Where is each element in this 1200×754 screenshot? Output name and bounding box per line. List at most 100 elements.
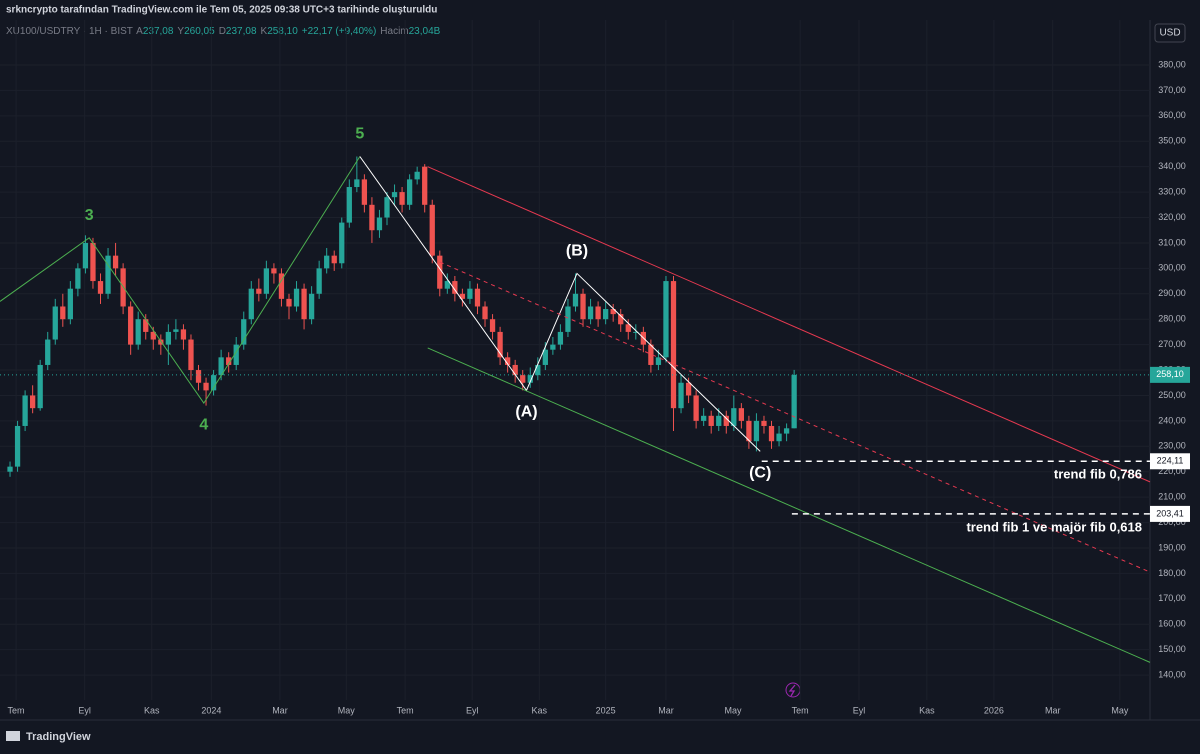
candle-body bbox=[233, 344, 239, 365]
candle-body bbox=[512, 364, 518, 376]
candle-body bbox=[301, 288, 307, 320]
candle-body bbox=[82, 242, 89, 269]
x-tick-label: Eyl bbox=[466, 705, 479, 715]
legend-text: XU100/USDTRY · 1H · BIST A237,08 Y260,05 D2… bbox=[6, 26, 441, 37]
candle-body bbox=[226, 357, 232, 365]
legend-key: A bbox=[136, 26, 143, 37]
candle-body bbox=[603, 309, 609, 320]
candle-body bbox=[391, 192, 398, 198]
x-tick-label: Mar bbox=[658, 705, 674, 715]
candle-body bbox=[316, 268, 322, 294]
x-tick-label: May bbox=[338, 705, 356, 715]
candle-body bbox=[188, 339, 194, 371]
candle-body bbox=[324, 255, 330, 269]
candle-body bbox=[776, 433, 782, 442]
candle-body bbox=[437, 255, 443, 289]
y-tick-label: 360,00 bbox=[1158, 110, 1186, 120]
candle-body bbox=[452, 281, 458, 294]
candle-body bbox=[203, 382, 209, 391]
x-tick-label: Kas bbox=[919, 705, 935, 715]
legend: XU100/USDTRY · 1H · BIST A237,08 Y260,05 D2… bbox=[6, 26, 441, 37]
legend-key: K bbox=[261, 26, 268, 37]
y-tick-label: 220,00 bbox=[1158, 466, 1186, 476]
candle-body bbox=[195, 370, 202, 383]
y-tick-label: 160,00 bbox=[1158, 619, 1186, 629]
level-price-label: 224,11 bbox=[1157, 456, 1184, 466]
candle-body bbox=[557, 331, 564, 345]
candle-body bbox=[30, 395, 36, 409]
x-tick-label: Mar bbox=[272, 705, 288, 715]
candle-body bbox=[37, 364, 43, 409]
x-tick-label: 2025 bbox=[596, 705, 616, 715]
candle-body bbox=[459, 293, 466, 299]
candle-body bbox=[670, 281, 677, 409]
legend-value: 260,05 bbox=[184, 26, 215, 37]
x-tick-label: 2026 bbox=[984, 705, 1004, 715]
level-text: trend fib 1 ve majör fib 0,618 bbox=[966, 519, 1142, 534]
candle-body bbox=[293, 288, 300, 307]
candle-body bbox=[753, 420, 760, 442]
candle-body bbox=[414, 171, 420, 180]
candle-body bbox=[746, 420, 752, 442]
candle-body bbox=[376, 217, 383, 231]
candle-body bbox=[716, 415, 722, 426]
candle-body bbox=[384, 197, 390, 218]
wave-label: 4 bbox=[199, 416, 208, 433]
y-tick-label: 310,00 bbox=[1158, 237, 1186, 247]
candle-body bbox=[180, 329, 187, 340]
candle-body bbox=[45, 339, 51, 365]
candle-body bbox=[286, 298, 292, 307]
y-tick-label: 350,00 bbox=[1158, 136, 1186, 146]
y-tick-label: 200,00 bbox=[1158, 517, 1186, 527]
candle-body bbox=[90, 242, 96, 282]
candle-body bbox=[738, 408, 744, 421]
y-tick-label: 340,00 bbox=[1158, 161, 1186, 171]
candle-body bbox=[535, 364, 541, 376]
candle-body bbox=[520, 375, 526, 383]
y-tick-label: 330,00 bbox=[1158, 186, 1186, 196]
candle-body bbox=[339, 222, 345, 264]
currency-box[interactable] bbox=[1154, 23, 1186, 43]
candle-body bbox=[143, 319, 149, 332]
y-tick-label: 380,00 bbox=[1158, 59, 1186, 69]
candle-body bbox=[173, 329, 179, 332]
trend-line bbox=[439, 261, 1151, 573]
legend-key: Y bbox=[177, 26, 184, 37]
candle-body bbox=[768, 425, 775, 442]
y-tick-label: 240,00 bbox=[1158, 415, 1186, 425]
candle-body bbox=[565, 306, 571, 332]
candle-body bbox=[399, 192, 405, 205]
candle-body bbox=[150, 331, 156, 340]
candle-body bbox=[783, 428, 790, 434]
last-price-label: 258,10 bbox=[1156, 369, 1184, 379]
y-tick-label: 210,00 bbox=[1158, 492, 1186, 502]
candle-body bbox=[482, 306, 488, 320]
candle-body bbox=[361, 179, 368, 205]
level-text: trend fib 0,786 bbox=[1054, 467, 1142, 482]
currency[interactable]: USD bbox=[1159, 28, 1180, 39]
volume-key: Hacim bbox=[380, 26, 408, 37]
candle-body bbox=[241, 319, 247, 345]
x-tick-label: May bbox=[1111, 705, 1129, 715]
y-tick-label: 170,00 bbox=[1158, 593, 1186, 603]
candle-body bbox=[580, 293, 586, 320]
candle-body bbox=[587, 306, 594, 320]
candle-body bbox=[271, 268, 277, 274]
candle-body bbox=[369, 204, 375, 231]
candle-body bbox=[663, 281, 669, 358]
candle-body bbox=[489, 319, 496, 332]
y-tick-label: 290,00 bbox=[1158, 288, 1186, 298]
legend-value: 258,10 bbox=[267, 26, 298, 37]
candle-body bbox=[497, 331, 503, 358]
candle-body bbox=[218, 357, 224, 376]
wave-label: 3 bbox=[85, 207, 94, 224]
candle-body bbox=[791, 374, 797, 429]
volume: 23,04B bbox=[409, 26, 441, 37]
candle-body bbox=[444, 281, 450, 289]
candle-body bbox=[354, 179, 360, 188]
x-tick-label: Kas bbox=[144, 705, 160, 715]
y-tick-label: 230,00 bbox=[1158, 441, 1186, 451]
header: srkncrypto tarafından TradingView.com il… bbox=[6, 5, 437, 16]
candle-body bbox=[406, 179, 413, 205]
